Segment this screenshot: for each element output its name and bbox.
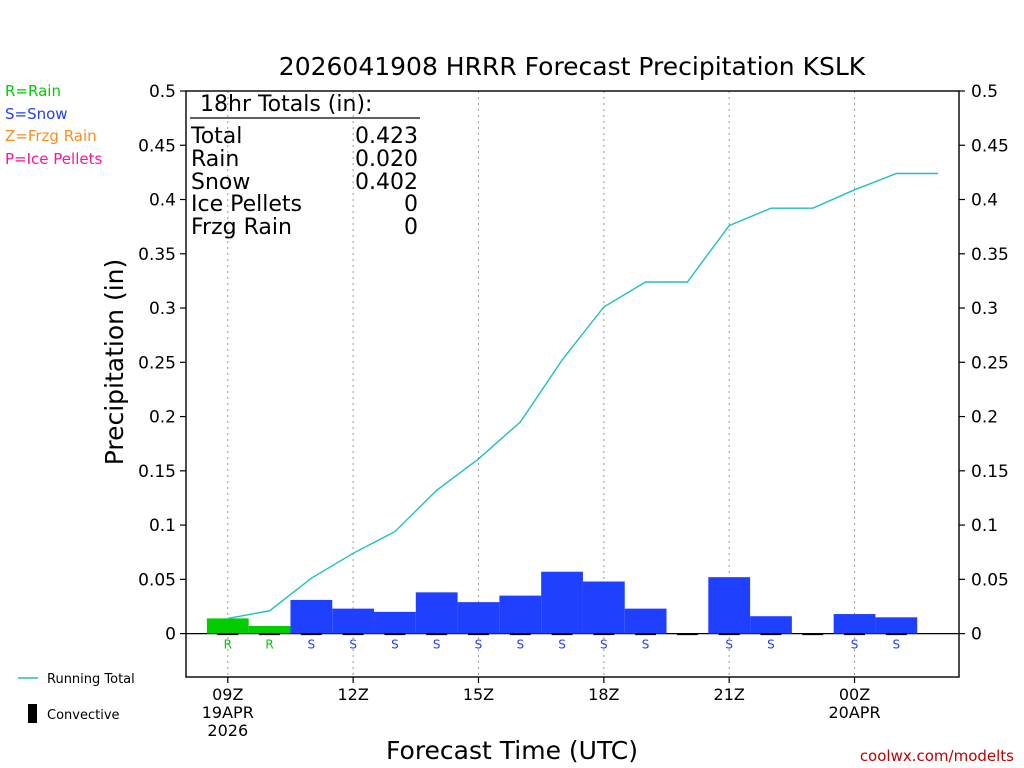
x-axis-label: Forecast Time (UTC) [386,736,638,765]
y-tick-label-right-7: 0.35 [971,245,1009,265]
precip-bar-4 [374,611,416,634]
gridlines [227,91,856,677]
y-tick-label-left-5: 0.25 [138,353,176,373]
y-tick-label-right-10: 0.5 [971,82,998,102]
precip-bar-0 [206,618,249,634]
precip-type-label-6: S [475,638,483,652]
x-tick-label-15Z-0: 15Z [463,685,494,704]
x-tick-label-00Z-0: 00Z [839,685,870,704]
credit-text: coolwx.com/modelts [860,747,1014,765]
precip-bar-2 [290,599,333,634]
totals-label-rain: Rain [191,147,239,172]
precip-bar-10 [624,608,667,634]
totals-label-ice-pellets: Ice Pellets [191,192,302,217]
y-axis-left: 0 0.05 0.1 0.15 0.2 0.25 0.3 0.35 0.4 0.45 0.5 [138,82,186,645]
precip-type-label-15: S [851,638,859,652]
precip-bar-8 [541,571,583,634]
y-tick-label-left-4: 0.2 [149,408,176,428]
totals-label-snow: Snow [191,170,250,195]
precip-type-label-13: S [767,638,775,652]
type-key: R=Rain S=Snow Z=Frzg Rain P=Ice Pellets [5,82,102,168]
y-tick-label-left-8: 0.4 [149,191,176,211]
legend-convective-label: Convective [47,708,120,723]
totals-heading: 18hr Totals (in): [200,92,372,117]
x-tick-label-21Z-0: 21Z [714,685,745,704]
x-tick-label-09Z-1: 19APR [202,703,254,722]
y-tick-label-left-10: 0.5 [149,82,176,102]
plot-frame [185,90,960,678]
x-tick-label-00Z-1: 20APR [829,703,881,722]
legend-running-total-label: Running Total [47,672,135,687]
totals-value-snow: 0.402 [355,170,418,195]
legend: Running Total Convective [18,672,135,723]
y-tick-label-right-8: 0.4 [971,191,998,211]
y-axis-label: Precipitation (in) [100,259,129,466]
precip-type-label-4: S [391,638,399,652]
totals-label-frzg-rain: Frzg Rain [191,215,292,240]
y-tick-label-right-9: 0.45 [971,136,1009,156]
y-tick-label-left-1: 0.05 [138,570,176,590]
precip-type-label-5: S [433,638,441,652]
y-tick-label-right-4: 0.2 [971,408,998,428]
type-key-rain: R=Rain [5,82,61,100]
x-tick-label-18Z-0: 18Z [588,685,619,704]
type-key-frzg-rain: Z=Frzg Rain [5,127,97,145]
y-tick-label-left-3: 0.15 [138,462,176,482]
precip-type-label-16: S [893,638,901,652]
x-tick-label-09Z-0: 09Z [212,685,243,704]
y-tick-label-left-7: 0.35 [138,245,176,265]
precip-bars [206,571,918,634]
precip-type-label-8: S [558,638,566,652]
totals-value-frzg-rain: 0 [404,215,418,240]
precip-bar-6 [457,602,500,634]
precip-type-label-10: S [642,638,650,652]
precip-bar-7 [499,595,542,634]
chart-title: 2026041908 HRRR Forecast Precipitation K… [279,52,866,81]
precip-bar-3 [332,608,375,634]
y-tick-label-left-9: 0.45 [138,136,176,156]
y-tick-label-right-3: 0.15 [971,462,1009,482]
precip-type-label-0: R [224,638,232,652]
precip-bar-5 [415,592,458,634]
totals-box: 18hr Totals (in): Total 0.423 Rain 0.020… [190,92,420,240]
precip-type-label-1: R [265,638,273,652]
totals-label-total: Total [190,124,242,149]
y-tick-label-right-6: 0.3 [971,299,998,319]
precip-type-label-7: S [516,638,524,652]
y-tick-label-right-5: 0.25 [971,353,1009,373]
totals-value-total: 0.423 [355,124,418,149]
precip-type-label-9: S [600,638,608,652]
precip-type-label-3: S [349,638,357,652]
type-key-ice-pellets: P=Ice Pellets [5,150,102,168]
precip-bar-16 [875,617,918,634]
y-tick-label-left-2: 0.1 [149,516,176,536]
precip-type-label-2: S [308,638,316,652]
y-tick-label-left-0: 0 [165,625,176,645]
y-axis-right: 0 0.05 0.1 0.15 0.2 0.25 0.3 0.35 0.4 0.45 0.5 [959,82,1009,645]
y-tick-label-right-2: 0.1 [971,516,998,536]
x-tick-label-12Z-0: 12Z [337,685,368,704]
totals-value-rain: 0.020 [355,147,418,172]
y-tick-label-right-0: 0 [971,625,982,645]
x-tick-label-09Z-2: 2026 [207,721,248,740]
totals-value-ice-pellets: 0 [404,192,418,217]
y-tick-label-left-6: 0.3 [149,299,176,319]
precip-bar-15 [833,614,876,634]
precip-bar-13 [750,616,792,634]
legend-convective-swatch [28,704,37,723]
type-key-snow: S=Snow [5,105,68,123]
y-tick-label-right-1: 0.05 [971,570,1009,590]
running-total-line [227,172,939,620]
precip-type-label-12: S [725,638,733,652]
precip-bar-12 [708,577,751,634]
precip-bar-1 [248,625,291,634]
precip-bar-9 [582,581,625,634]
